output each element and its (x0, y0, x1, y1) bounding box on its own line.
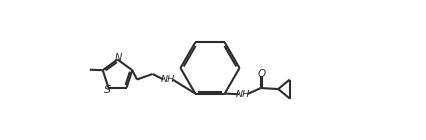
Text: S: S (104, 85, 112, 95)
Text: N: N (114, 53, 122, 63)
Text: NH: NH (236, 90, 250, 99)
Text: NH: NH (161, 75, 175, 85)
Text: O: O (257, 69, 266, 79)
